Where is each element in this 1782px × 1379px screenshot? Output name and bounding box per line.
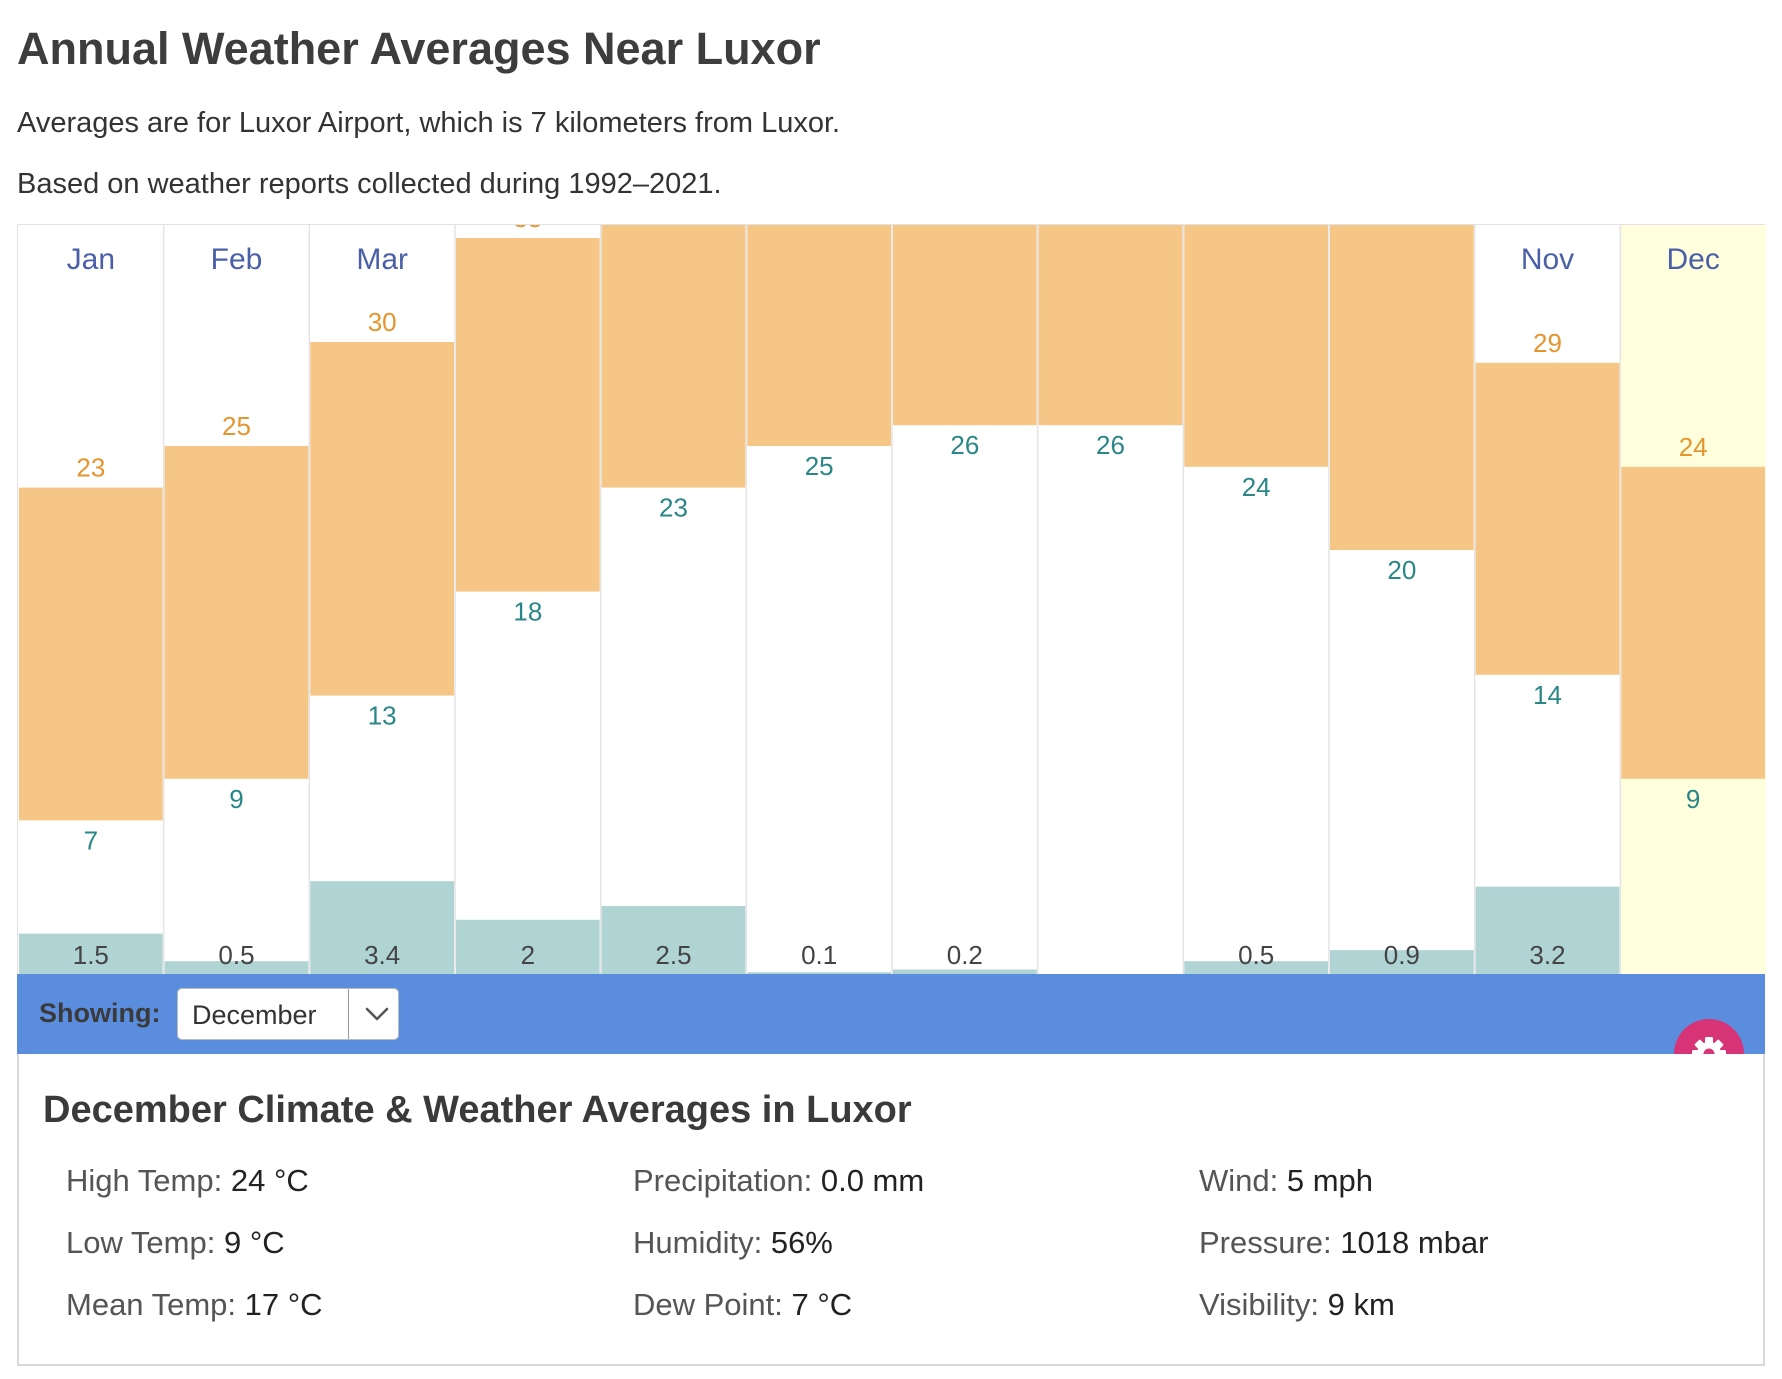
temp-range-bar <box>19 487 163 821</box>
stat-label: Wind: <box>1199 1163 1279 1198</box>
stat-label: Dew Point: <box>633 1287 783 1322</box>
month-label: Feb <box>211 243 263 276</box>
stat-pressure: Pressure: 1018 mbar <box>1199 1224 1489 1261</box>
stat-value: 5 mph <box>1286 1163 1374 1198</box>
month-label: Dec <box>1666 243 1719 276</box>
stat-value: 7 °C <box>791 1287 853 1322</box>
low-temp-label: 7 <box>84 825 98 855</box>
detail-title: December Climate & Weather Averages in L… <box>43 1089 912 1131</box>
high-temp-label: 35 <box>513 225 542 233</box>
precip-bar <box>893 969 1037 975</box>
stat-value: 9 °C <box>223 1225 285 1260</box>
stat-value: 0.0 mm <box>820 1163 925 1198</box>
low-temp-label: 13 <box>368 701 397 731</box>
low-temp-label: 26 <box>950 430 979 460</box>
high-temp-label: 23 <box>76 453 105 483</box>
temp-range-bar <box>164 446 309 779</box>
chart-svg: Jan1.5237Feb0.5259Mar3.43013Apr23518May2… <box>19 225 1766 975</box>
high-temp-label: 29 <box>1533 328 1562 358</box>
select-divider <box>348 989 349 1039</box>
stat-label: Precipitation: <box>633 1163 813 1198</box>
temp-range-bar <box>1038 225 1183 426</box>
precip-label: 3.4 <box>364 940 400 970</box>
precip-label: 0.2 <box>947 940 983 970</box>
station-note: Averages are for Luxor Airport, which is… <box>17 107 841 139</box>
annual-weather-chart: Jan1.5237Feb0.5259Mar3.43013Apr23518May2… <box>17 224 1766 975</box>
showing-label: Showing: <box>39 998 161 1028</box>
stat-label: Visibility: <box>1199 1287 1320 1322</box>
precip-label: 3.2 <box>1529 940 1565 970</box>
stat-low-temp: Low Temp: 9 °C <box>66 1224 285 1261</box>
low-temp-label: 23 <box>659 493 688 523</box>
stat-label: Mean Temp: <box>66 1287 237 1322</box>
stat-visibility: Visibility: 9 km <box>1199 1286 1395 1323</box>
precip-bar <box>601 906 746 975</box>
high-temp-label: 24 <box>1679 432 1708 462</box>
precip-label: 0.5 <box>218 940 254 970</box>
precip-bar <box>1330 950 1474 975</box>
stat-label: Pressure: <box>1199 1225 1332 1260</box>
high-temp-label: 25 <box>222 411 251 441</box>
month-select-value: December <box>192 1000 317 1030</box>
temp-range-bar <box>1330 225 1474 550</box>
low-temp-label: 9 <box>1686 784 1700 814</box>
low-temp-label: 20 <box>1387 555 1416 585</box>
stat-humidity: Humidity: 56% <box>633 1224 833 1261</box>
precip-bar <box>164 961 309 975</box>
stat-value: 24 °C <box>230 1163 309 1198</box>
precip-label: 1.5 <box>73 940 109 970</box>
precip-bar <box>19 933 163 975</box>
month-label: Jan <box>67 243 115 276</box>
precip-bar <box>1475 886 1620 975</box>
low-temp-label: 25 <box>805 451 834 481</box>
month-select[interactable]: December <box>177 988 399 1040</box>
temp-range-bar <box>601 225 746 488</box>
precip-label: 2 <box>521 940 535 970</box>
temp-range-bar <box>310 342 454 696</box>
temp-range-bar <box>1184 225 1328 467</box>
stat-value: 1018 mbar <box>1340 1225 1489 1260</box>
stat-high-temp: High Temp: 24 °C <box>66 1162 309 1199</box>
month-detail-panel: December Climate & Weather Averages in L… <box>17 1054 1765 1366</box>
temp-range-bar <box>747 225 891 446</box>
temp-range-bar <box>456 238 600 592</box>
month-label: Nov <box>1521 243 1574 276</box>
stat-label: High Temp: <box>66 1163 223 1198</box>
precip-bar <box>310 881 454 975</box>
stat-wind: Wind: 5 mph <box>1199 1162 1373 1199</box>
low-temp-label: 18 <box>513 597 542 627</box>
data-period-note: Based on weather reports collected durin… <box>17 168 722 200</box>
temp-range-bar <box>893 225 1037 426</box>
stat-value: 9 km <box>1327 1287 1395 1322</box>
stat-dew-point: Dew Point: 7 °C <box>633 1286 852 1323</box>
low-temp-label: 14 <box>1533 680 1562 710</box>
stat-value: 56% <box>770 1225 833 1260</box>
stat-precipitation: Precipitation: 0.0 mm <box>633 1162 924 1199</box>
chevron-down-icon <box>365 1007 389 1021</box>
month-control-bar: Showing: December <box>17 974 1765 1054</box>
stat-label: Humidity: <box>633 1225 763 1260</box>
precip-bar <box>456 919 600 975</box>
low-temp-label: 24 <box>1242 472 1271 502</box>
high-temp-label: 30 <box>368 307 397 337</box>
precip-label: 0.1 <box>801 940 837 970</box>
stat-label: Low Temp: <box>66 1225 216 1260</box>
stat-mean-temp: Mean Temp: 17 °C <box>66 1286 323 1323</box>
precip-bar <box>1184 961 1328 975</box>
low-temp-label: 26 <box>1096 430 1125 460</box>
precip-label: 0.5 <box>1238 940 1274 970</box>
temp-range-bar <box>1475 362 1620 675</box>
stat-value: 17 °C <box>244 1287 323 1322</box>
low-temp-label: 9 <box>229 784 243 814</box>
precip-label: 2.5 <box>655 940 691 970</box>
page-title: Annual Weather Averages Near Luxor <box>17 23 821 74</box>
month-label: Mar <box>356 243 408 276</box>
temp-range-bar <box>1621 466 1765 779</box>
precip-bar <box>747 972 891 975</box>
precip-label: 0.9 <box>1384 940 1420 970</box>
